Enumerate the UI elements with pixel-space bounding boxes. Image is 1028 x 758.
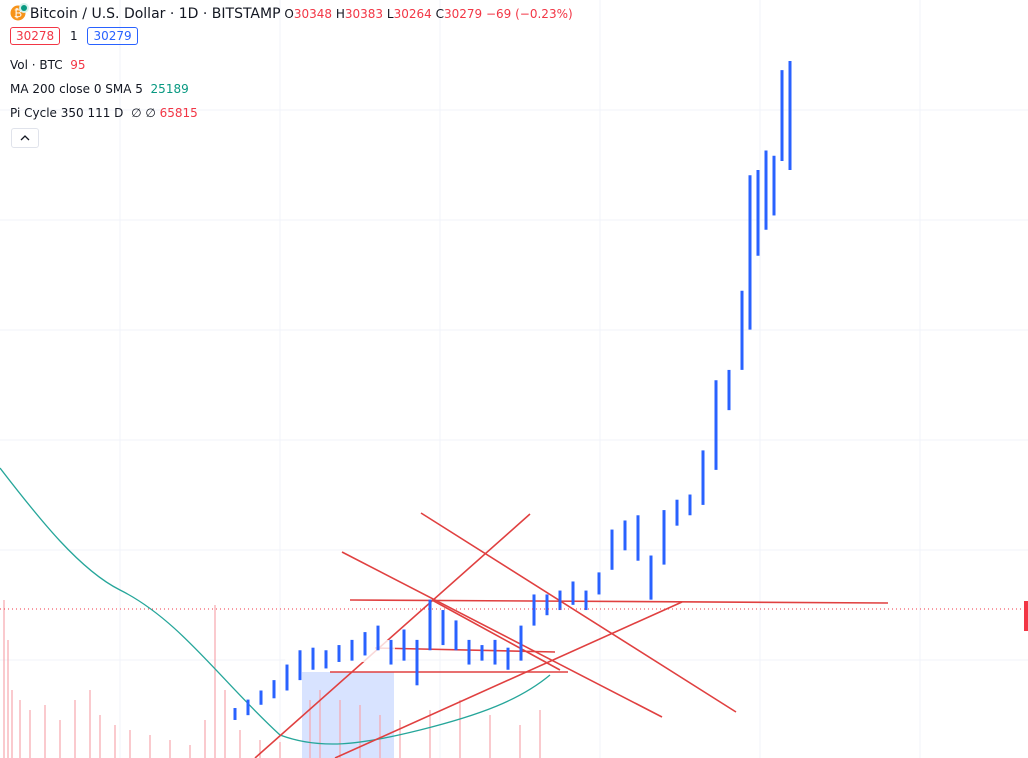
ohlc-value: 30264	[393, 7, 432, 21]
ohlc-label: L	[386, 7, 394, 21]
trend-lines	[254, 512, 889, 758]
volume-bars	[3, 600, 541, 758]
indicator-legend: Vol · BTC 95	[10, 58, 86, 72]
indicator-name: Pi Cycle 350 111 D	[10, 106, 124, 120]
ohlc-value: 30348	[293, 7, 332, 21]
indicator-value: ∅	[131, 106, 142, 120]
change: −69 (−0.23%)	[485, 7, 573, 21]
ma-line	[0, 467, 551, 745]
ohlc-value: 30383	[344, 7, 384, 21]
collapse-button[interactable]	[11, 128, 39, 148]
buy-button[interactable]: 30279	[87, 27, 138, 45]
ohlc: O30348 H30383 L30264 C30279 −69 (−0.23%)	[284, 7, 572, 21]
chevron-icon	[20, 135, 30, 141]
price-bars	[233, 61, 792, 720]
indicator-value: 95	[70, 58, 86, 72]
svg-text:₿: ₿	[14, 7, 22, 20]
indicator-name: MA 200 close 0 SMA 5	[10, 82, 143, 96]
symbol-title: Bitcoin / U.S. Dollar · 1D · BITSTAMP	[29, 6, 281, 22]
ohlc-label: C	[435, 7, 444, 21]
ohlc-value: 30279	[443, 7, 483, 21]
sell-button[interactable]: 30278	[10, 27, 61, 45]
quantity: 1	[70, 29, 78, 43]
indicator-value: 25189	[150, 82, 189, 96]
symbol-legend: ₿ Bitcoin / U.S. Dollar · 1D · BITSTAMP …	[10, 2, 573, 22]
market-status	[19, 3, 29, 13]
indicator-legend: MA 200 close 0 SMA 5 25189	[10, 82, 189, 96]
indicator-legend: Pi Cycle 350 111 D ∅ ∅ 65815	[10, 106, 198, 120]
indicator-value: ∅	[145, 106, 156, 120]
indicator-value: 65815	[159, 106, 198, 120]
indicator-name: Vol · BTC	[10, 58, 63, 72]
ohlc-label: H	[335, 7, 345, 21]
trade-buttons: 30278 1 30279	[10, 27, 138, 45]
ohlc-label: O	[284, 7, 294, 21]
current-price-marker	[1024, 601, 1028, 632]
